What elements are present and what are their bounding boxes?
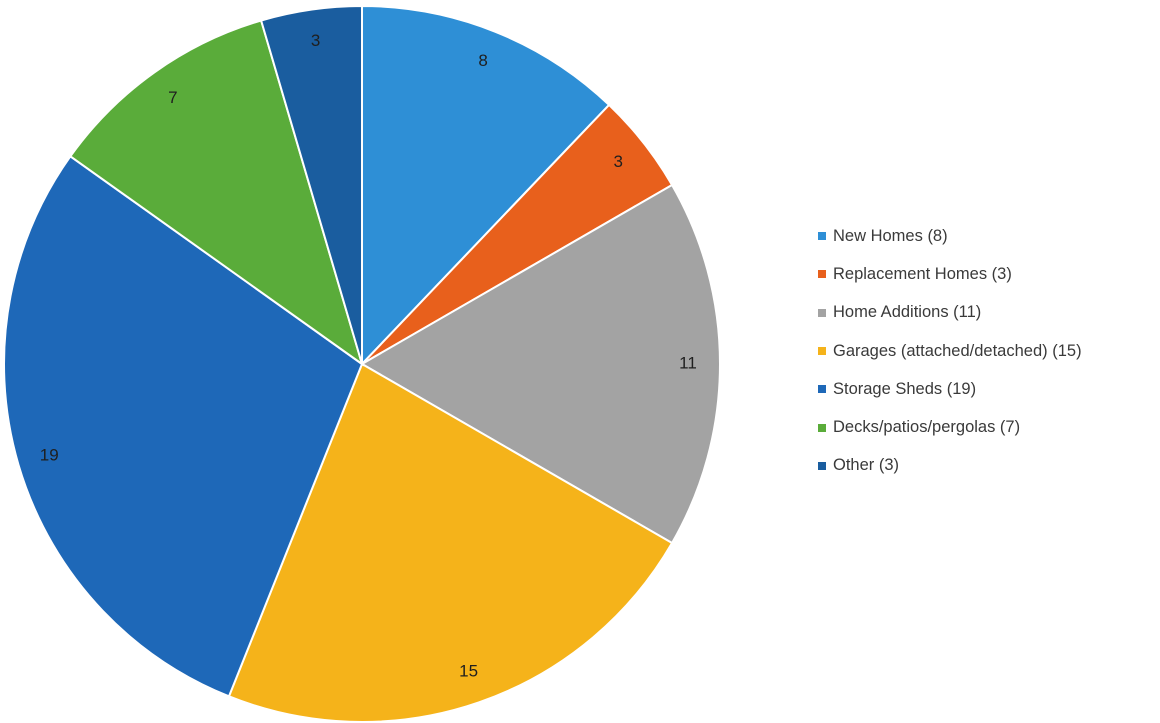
legend-item: Storage Sheds (19) — [818, 370, 1158, 408]
legend-label: Decks/patios/pergolas (7) — [833, 418, 1021, 437]
legend-item: New Homes (8) — [818, 217, 1158, 255]
pie-slices — [3, 4, 721, 723]
legend-label: Other (3) — [833, 456, 900, 475]
legend-item: Home Additions (11) — [818, 294, 1158, 332]
legend-item: Replacement Homes (3) — [818, 255, 1158, 293]
pie-slice — [361, 4, 611, 367]
legend-item: Garages (attached/detached) (15) — [818, 332, 1158, 370]
pie-slice — [68, 19, 364, 367]
slice-data-label: 15 — [459, 662, 478, 681]
slice-data-label: 3 — [614, 152, 623, 171]
legend-label: Home Additions (11) — [833, 303, 982, 322]
legend-swatch — [818, 308, 826, 317]
legend-label: New Homes (8) — [833, 226, 948, 245]
pie-data-labels: 8 3 11 15 19 7 3 — [40, 31, 697, 681]
legend-swatch — [818, 385, 826, 394]
pie-slice — [360, 183, 721, 545]
legend-swatch — [818, 232, 826, 241]
legend-item: Decks/patios/pergolas (7) — [818, 408, 1158, 446]
legend-swatch — [818, 270, 826, 279]
slice-data-label: 11 — [679, 353, 697, 372]
legend: New Homes (8) Replacement Homes (3) Home… — [818, 217, 1158, 485]
legend-item: Other (3) — [818, 447, 1158, 485]
pie-slice — [227, 362, 674, 723]
slice-data-label: 8 — [478, 51, 487, 70]
legend-label: Storage Sheds (19) — [833, 379, 977, 398]
slice-data-label: 19 — [40, 445, 59, 464]
pie-slice — [3, 154, 364, 698]
pie-slice — [259, 4, 363, 365]
slice-data-label: 3 — [311, 31, 320, 50]
legend-label: Replacement Homes (3) — [833, 264, 1012, 283]
legend-swatch — [818, 423, 826, 432]
legend-swatch — [818, 461, 826, 470]
legend-swatch — [818, 347, 826, 356]
legend-label: Garages (attached/detached) (15) — [833, 341, 1082, 360]
slice-data-label: 7 — [168, 88, 177, 107]
